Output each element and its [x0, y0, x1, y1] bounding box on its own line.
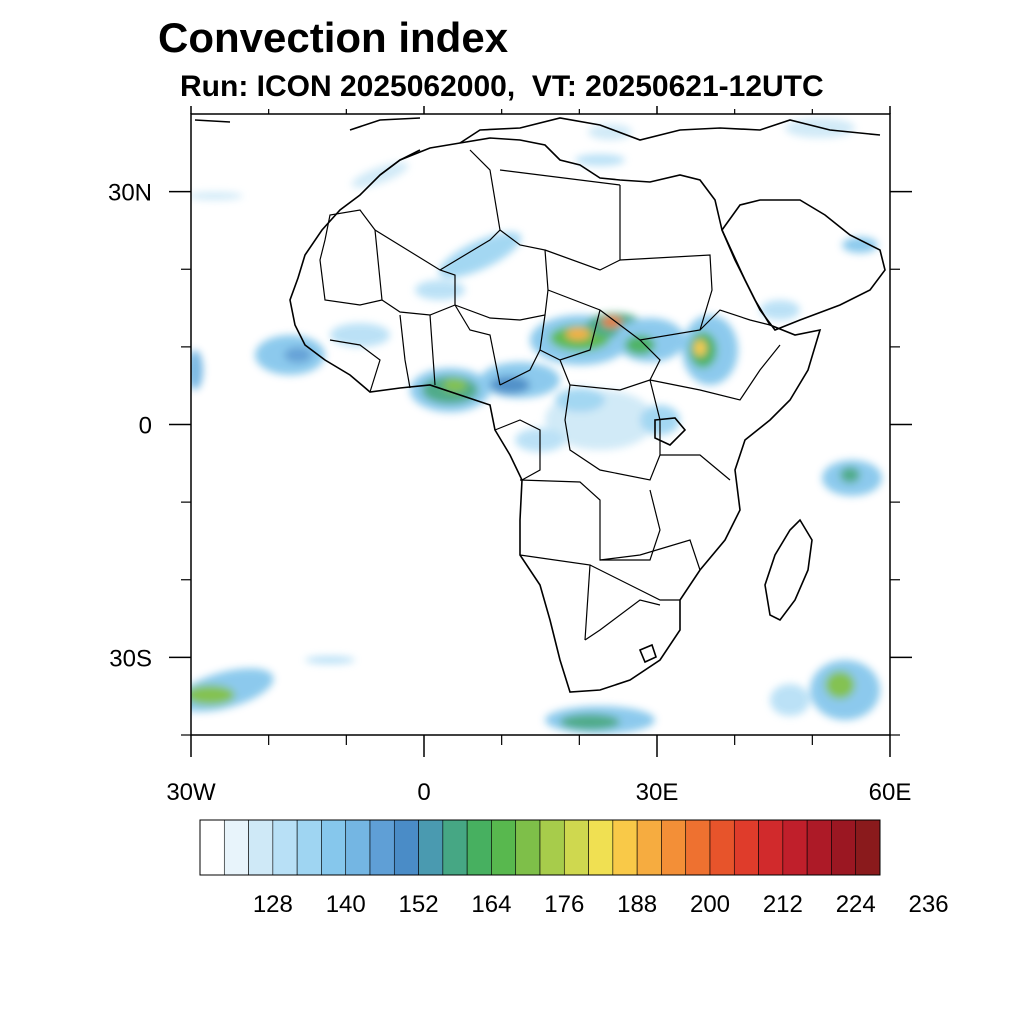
colorbar-label: 200 — [690, 891, 730, 918]
country-borders — [319, 149, 781, 641]
colorbar-swatch — [685, 819, 711, 876]
y-tick-label: 0 — [139, 413, 152, 440]
colorbar-swatch — [855, 819, 881, 876]
colorbar-label: 128 — [253, 891, 293, 918]
colorbar-swatch — [393, 819, 419, 876]
colorbar-swatch — [782, 819, 808, 876]
colorbar-swatch — [491, 819, 517, 876]
colorbar-swatch — [563, 819, 589, 876]
chart-subtitle: Run: ICON 2025062000, VT: 20250621-12UTC — [180, 70, 824, 103]
colorbar-swatch — [758, 819, 784, 876]
colorbar-swatch — [369, 819, 395, 876]
colorbar-swatch — [709, 819, 735, 876]
colorbar-swatch — [661, 819, 687, 876]
chart-title: Convection index — [158, 14, 509, 61]
colorbar-swatch — [418, 819, 444, 876]
x-tick-label: 60E — [869, 779, 912, 806]
colorbar-swatch — [466, 819, 492, 876]
colorbar-frame — [199, 819, 881, 876]
plot-frame — [190, 113, 891, 736]
colorbar-swatch — [321, 819, 347, 876]
colorbar-swatch — [199, 819, 225, 876]
y-tick-label: 30S — [109, 645, 152, 672]
colorbar-swatch — [515, 819, 541, 876]
x-tick-label: 30W — [166, 779, 216, 806]
colorbar-label: 152 — [399, 891, 439, 918]
colorbar-swatch — [636, 819, 662, 876]
colorbar-label: 212 — [763, 891, 803, 918]
convection-field — [191, 118, 882, 734]
colorbar-swatch — [733, 819, 759, 876]
colorbar-label: 164 — [471, 891, 511, 918]
x-tick-label: 0 — [417, 779, 430, 806]
colorbar-label: 176 — [544, 891, 584, 918]
colorbar-swatch — [296, 819, 322, 876]
colorbar: 128 140 152 164 176 188 200 212 224 236 — [199, 819, 949, 918]
colorbar-swatch — [223, 819, 249, 876]
colorbar-swatch — [588, 819, 614, 876]
colorbar-label: 188 — [617, 891, 657, 918]
colorbar-label: 236 — [909, 891, 949, 918]
colorbar-swatch — [442, 819, 468, 876]
colorbar-swatch — [345, 819, 371, 876]
colorbar-swatch — [806, 819, 832, 876]
coastlines — [194, 117, 886, 693]
y-tick-label: 30N — [108, 180, 152, 207]
colorbar-swatch — [831, 819, 857, 876]
colorbar-swatch — [272, 819, 298, 876]
colorbar-label: 140 — [326, 891, 366, 918]
x-tick-label: 30E — [636, 779, 679, 806]
colorbar-swatch — [248, 819, 274, 876]
axes: 30W 0 30E 60E 30N 0 30S — [108, 106, 912, 806]
colorbar-label: 224 — [836, 891, 876, 918]
colorbar-swatch — [539, 819, 565, 876]
colorbar-swatch — [612, 819, 638, 876]
